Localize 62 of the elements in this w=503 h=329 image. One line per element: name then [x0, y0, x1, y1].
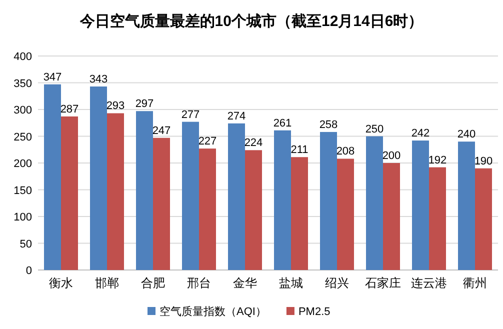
- x-tick-label: 连云港: [411, 276, 447, 290]
- bar: [61, 116, 78, 270]
- bar: [429, 167, 446, 270]
- x-tick-label: 合肥: [141, 276, 165, 290]
- bar: [107, 113, 124, 270]
- data-label: 192: [428, 154, 447, 166]
- bar: [90, 86, 107, 270]
- bar: [228, 123, 245, 270]
- data-label: 211: [290, 144, 308, 156]
- data-label: 240: [457, 128, 476, 141]
- y-tick-label: 100: [14, 212, 32, 224]
- bar: [475, 168, 492, 270]
- data-label: 274: [227, 110, 246, 122]
- data-label: 224: [244, 137, 263, 150]
- bar: [153, 138, 170, 270]
- y-tick-label: 350: [14, 78, 32, 90]
- bar: [458, 142, 475, 270]
- y-tick-label: 250: [14, 131, 32, 144]
- data-label: 190: [474, 155, 493, 168]
- bar: [337, 158, 354, 270]
- bar: [245, 150, 262, 270]
- data-label: 242: [411, 128, 430, 140]
- y-tick-label: 300: [14, 104, 32, 116]
- data-label: 261: [273, 117, 292, 130]
- y-tick-label: 400: [14, 51, 32, 63]
- data-label: 258: [319, 118, 338, 131]
- data-label: 293: [106, 100, 125, 112]
- bar: [199, 148, 216, 270]
- legend-label: PM2.5: [298, 306, 330, 318]
- data-label: 347: [43, 71, 62, 84]
- data-label: 247: [152, 124, 171, 137]
- chart-title: 今日空气质量最差的10个城市（截至12月14日6时）: [78, 12, 424, 30]
- x-tick-label: 邯郸: [95, 276, 119, 290]
- y-tick-label: 50: [20, 238, 32, 250]
- bar: [274, 130, 291, 270]
- y-tick-label: 200: [14, 158, 32, 170]
- bar: [320, 132, 337, 270]
- x-tick-label: 邢台: [187, 276, 211, 290]
- x-tick-label: 盐城: [279, 276, 303, 290]
- x-tick-label: 衢州: [463, 276, 487, 290]
- bar: [383, 163, 400, 270]
- data-label: 343: [89, 73, 108, 86]
- bar: [136, 111, 153, 270]
- bar: [44, 84, 61, 270]
- x-tick-label: 衡水: [49, 276, 73, 290]
- data-label: 287: [60, 103, 79, 116]
- data-label: 250: [365, 123, 384, 136]
- data-label: 208: [336, 146, 355, 158]
- bar: [366, 136, 383, 270]
- x-tick-label: 金华: [233, 276, 257, 290]
- bar: [291, 157, 308, 270]
- y-tick-label: 150: [14, 184, 32, 197]
- bar: [412, 140, 429, 270]
- x-tick-label: 石家庄: [365, 276, 401, 290]
- y-tick-label: 0: [26, 265, 32, 277]
- data-label: 277: [181, 108, 200, 121]
- data-label: 200: [382, 150, 401, 162]
- x-tick-label: 绍兴: [325, 276, 349, 290]
- data-label: 227: [198, 136, 217, 148]
- data-label: 297: [135, 98, 154, 110]
- bar: [182, 122, 199, 270]
- legend-label: 空气质量指数（AQI）: [160, 305, 266, 318]
